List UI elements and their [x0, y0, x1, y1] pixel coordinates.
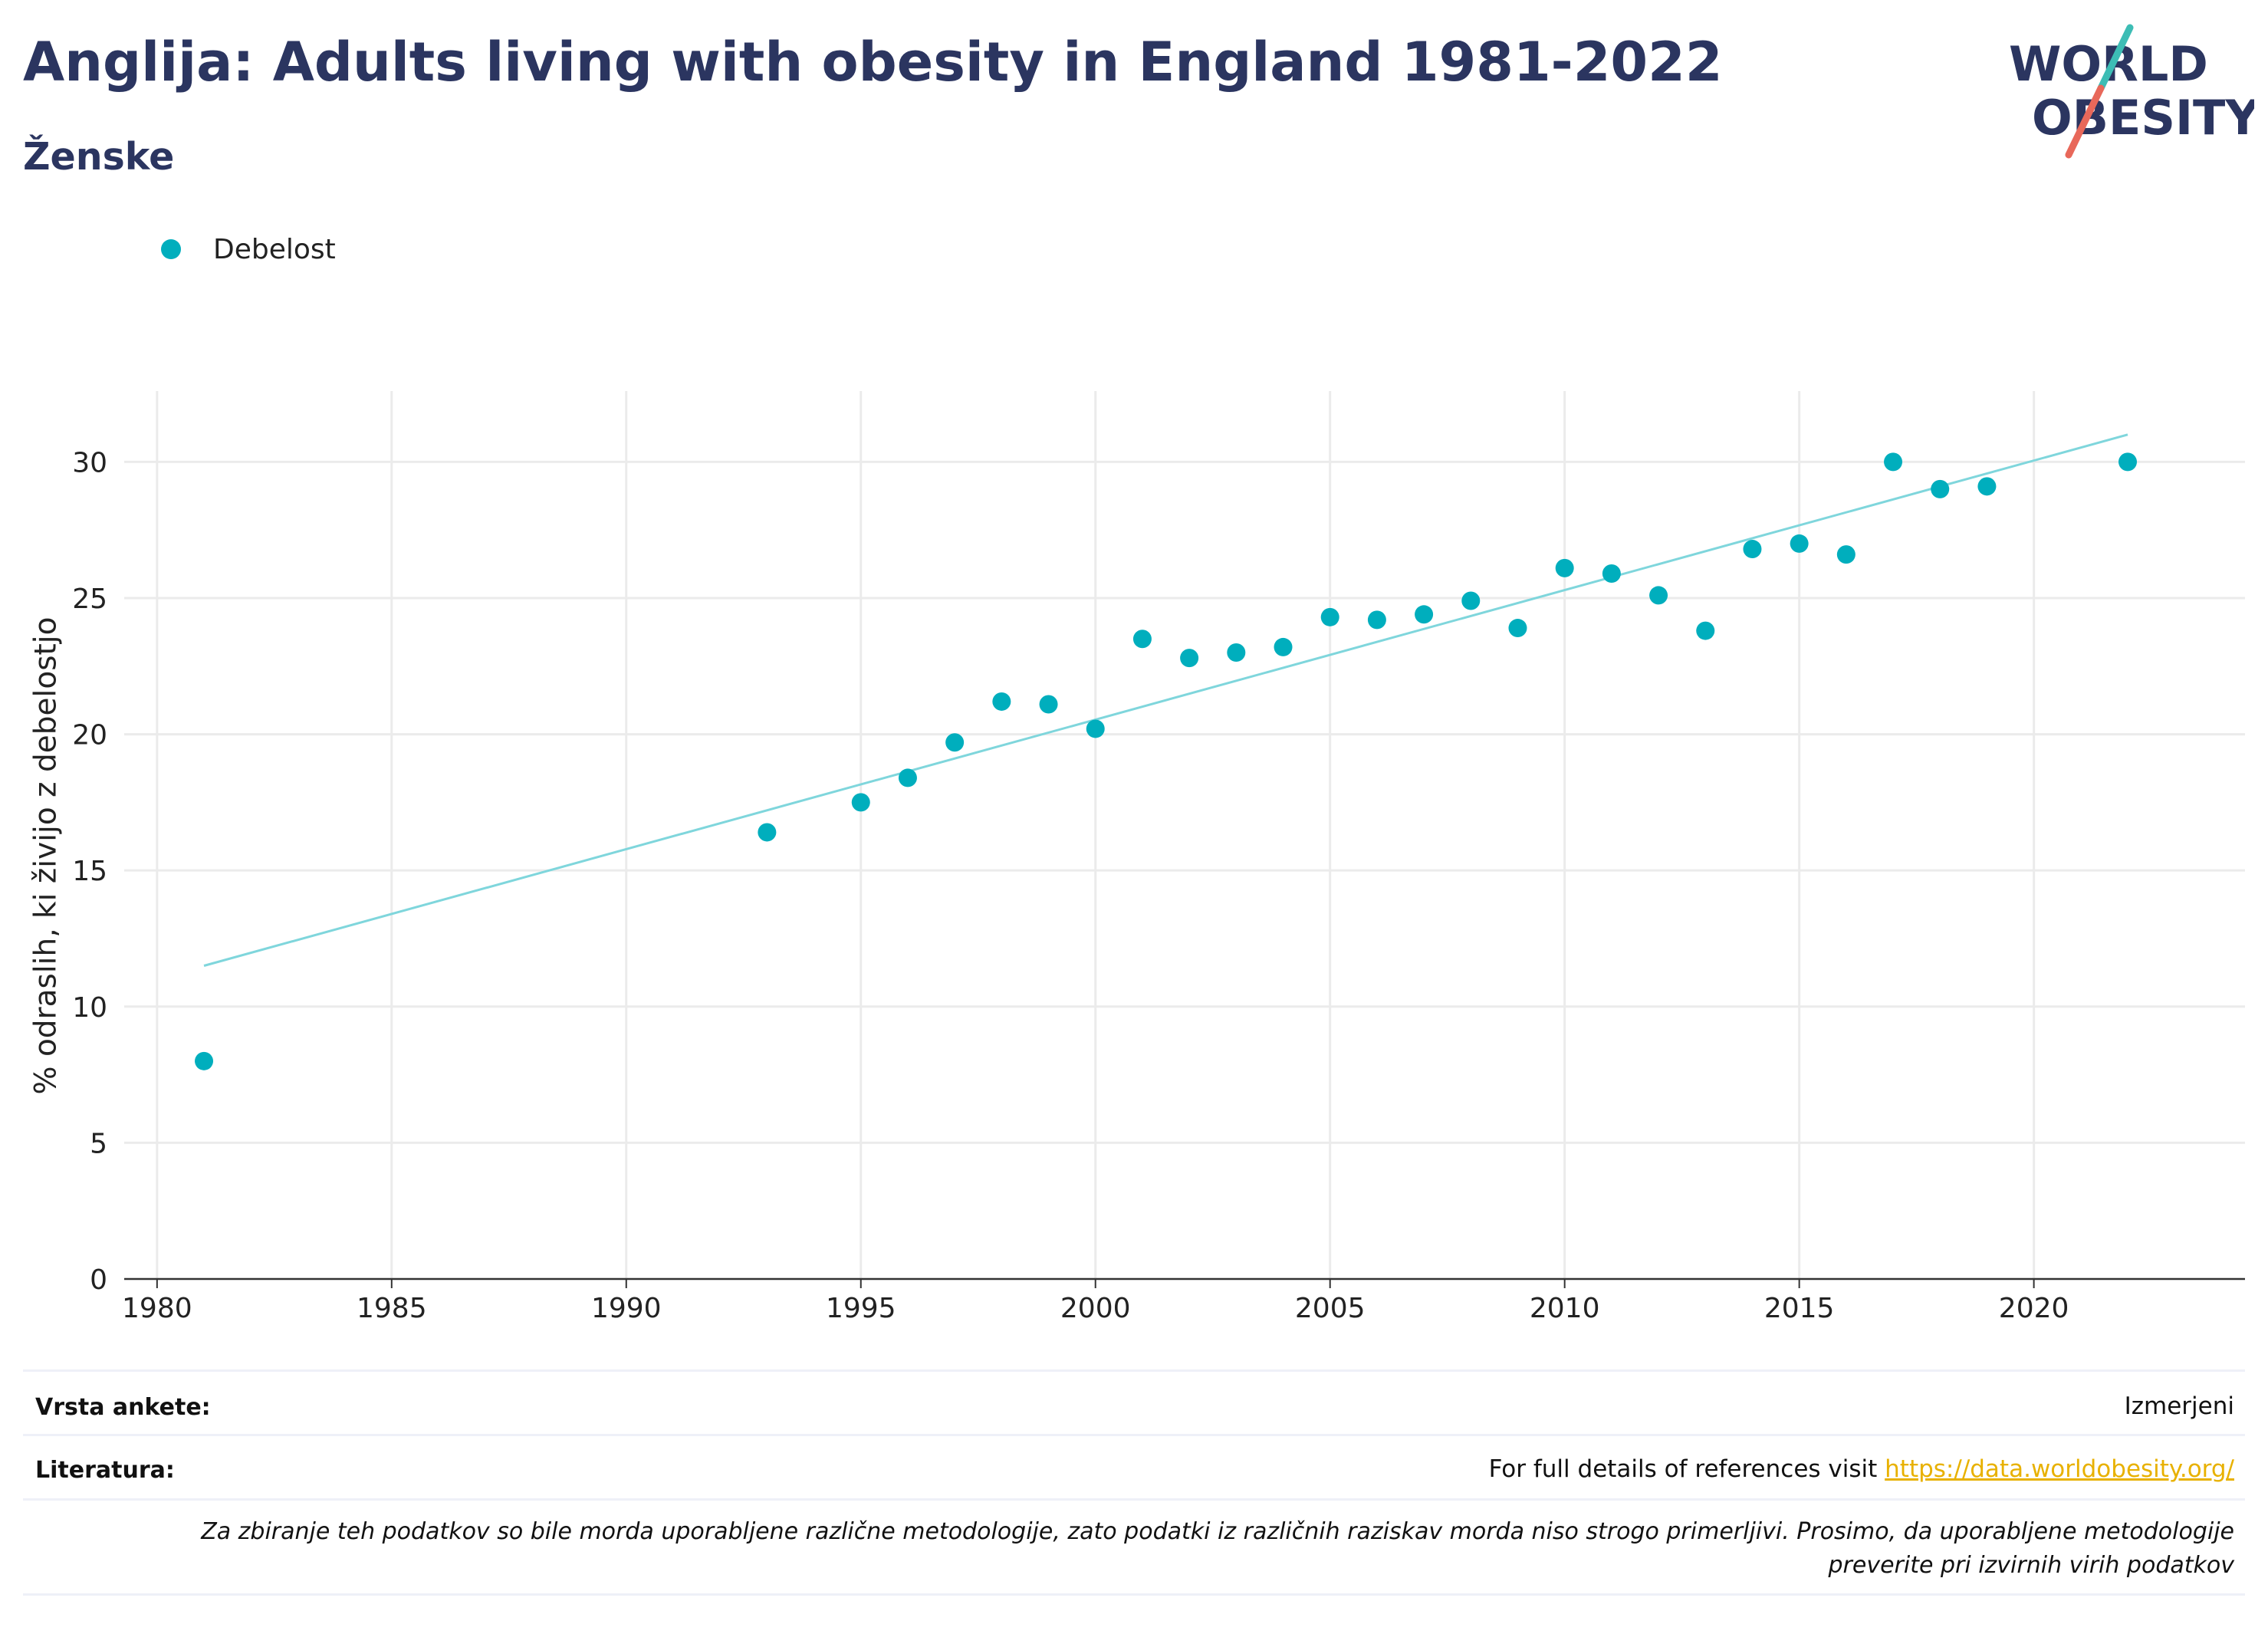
tick-labels: 1980 1985 1990 1995 2000 2005 2010 2015 20200510… [72, 447, 2069, 1324]
y-tick-label: 5 [90, 1128, 107, 1159]
data-points [195, 452, 2138, 1070]
x-tick-label: 2015 [1764, 1293, 1835, 1324]
axes [124, 1277, 2245, 1288]
x-tick-label: 2005 [1295, 1293, 1366, 1324]
data-point[interactable] [1649, 586, 1668, 605]
note-line-2: preverite pri izvirnih virih podatkov [1828, 1552, 2235, 1579]
world-obesity-logo: WORLD OBESITY [2009, 24, 2254, 159]
table-divider [23, 1498, 2245, 1501]
x-tick-label: 2000 [1060, 1293, 1131, 1324]
data-point[interactable] [195, 1051, 214, 1070]
legend-marker [161, 239, 181, 259]
methodology-note: Za zbiranje teh podatkov so bile morda u… [164, 1515, 2234, 1583]
grid-lines [124, 391, 2245, 1279]
data-point[interactable] [1274, 637, 1293, 656]
references-value: For full details of references visit htt… [1489, 1455, 2234, 1483]
data-point[interactable] [1039, 695, 1058, 714]
note-line-1: Za zbiranje teh podatkov so bile morda u… [201, 1518, 2234, 1545]
x-tick-label: 1990 [591, 1293, 662, 1324]
y-tick-label: 0 [90, 1264, 107, 1296]
data-point[interactable] [1931, 479, 1950, 498]
data-point[interactable] [1086, 719, 1105, 738]
logo-slash-teal [2097, 24, 2134, 92]
y-axis-title: % odraslih, ki živijo z debelostjo [28, 616, 64, 1095]
data-point[interactable] [1836, 545, 1855, 564]
legend[interactable]: Debelost [161, 232, 336, 267]
references-link[interactable]: https://data.worldobesity.org/ [1885, 1455, 2234, 1483]
references-text: For full details of references visit [1488, 1455, 1885, 1483]
y-tick-label: 30 [72, 447, 107, 478]
data-point[interactable] [1602, 564, 1621, 583]
data-point[interactable] [1508, 619, 1527, 638]
scatter-chart: 1980 1985 1990 1995 2000 2005 2010 2015 20200510… [72, 391, 2245, 1324]
x-tick-label: 1995 [826, 1293, 896, 1324]
data-point[interactable] [1415, 605, 1434, 624]
table-divider-top [23, 1369, 2245, 1372]
y-tick-label: 15 [72, 856, 107, 887]
data-point[interactable] [1555, 558, 1574, 577]
x-tick-label: 2010 [1530, 1293, 1600, 1324]
data-point[interactable] [1227, 643, 1246, 662]
data-point[interactable] [1180, 649, 1199, 668]
data-point[interactable] [898, 768, 917, 787]
data-point[interactable] [1320, 607, 1339, 626]
data-point[interactable] [1696, 621, 1715, 640]
data-point[interactable] [2118, 452, 2138, 472]
data-point[interactable] [1743, 540, 1762, 559]
y-tick-label: 25 [72, 584, 107, 615]
legend-label: Debelost [213, 233, 336, 265]
y-tick-label: 20 [72, 720, 107, 751]
data-point[interactable] [758, 823, 777, 842]
y-tick-label: 10 [72, 992, 107, 1024]
data-point[interactable] [1461, 591, 1481, 610]
table-divider [23, 1434, 2245, 1436]
trendline [203, 433, 2128, 967]
chart-title: Anglija: Adults living with obesity in E… [23, 31, 1723, 94]
x-tick-label: 1980 [122, 1293, 192, 1324]
data-point[interactable] [1790, 534, 1809, 553]
logo-text-world: WORLD [2009, 36, 2208, 92]
data-point[interactable] [1884, 452, 1903, 472]
data-point[interactable] [1367, 610, 1386, 630]
data-point[interactable] [945, 733, 965, 752]
x-tick-label: 2020 [1999, 1293, 2069, 1324]
data-point[interactable] [992, 692, 1011, 711]
trendline-group [203, 433, 2128, 967]
data-point[interactable] [851, 793, 870, 812]
data-point[interactable] [1132, 630, 1152, 649]
logo-slash-coral [2065, 84, 2105, 159]
references-label: Literatura: [35, 1457, 175, 1484]
chart-subtitle: Ženske [23, 135, 175, 179]
logo-text-obesity: OBESITY [2032, 90, 2254, 146]
survey-type-label: Vrsta ankete: [35, 1394, 211, 1421]
data-point[interactable] [1977, 477, 1997, 496]
survey-type-value: Izmerjeni [2124, 1392, 2234, 1420]
x-tick-label: 1985 [357, 1293, 427, 1324]
table-divider-bottom [23, 1593, 2245, 1596]
